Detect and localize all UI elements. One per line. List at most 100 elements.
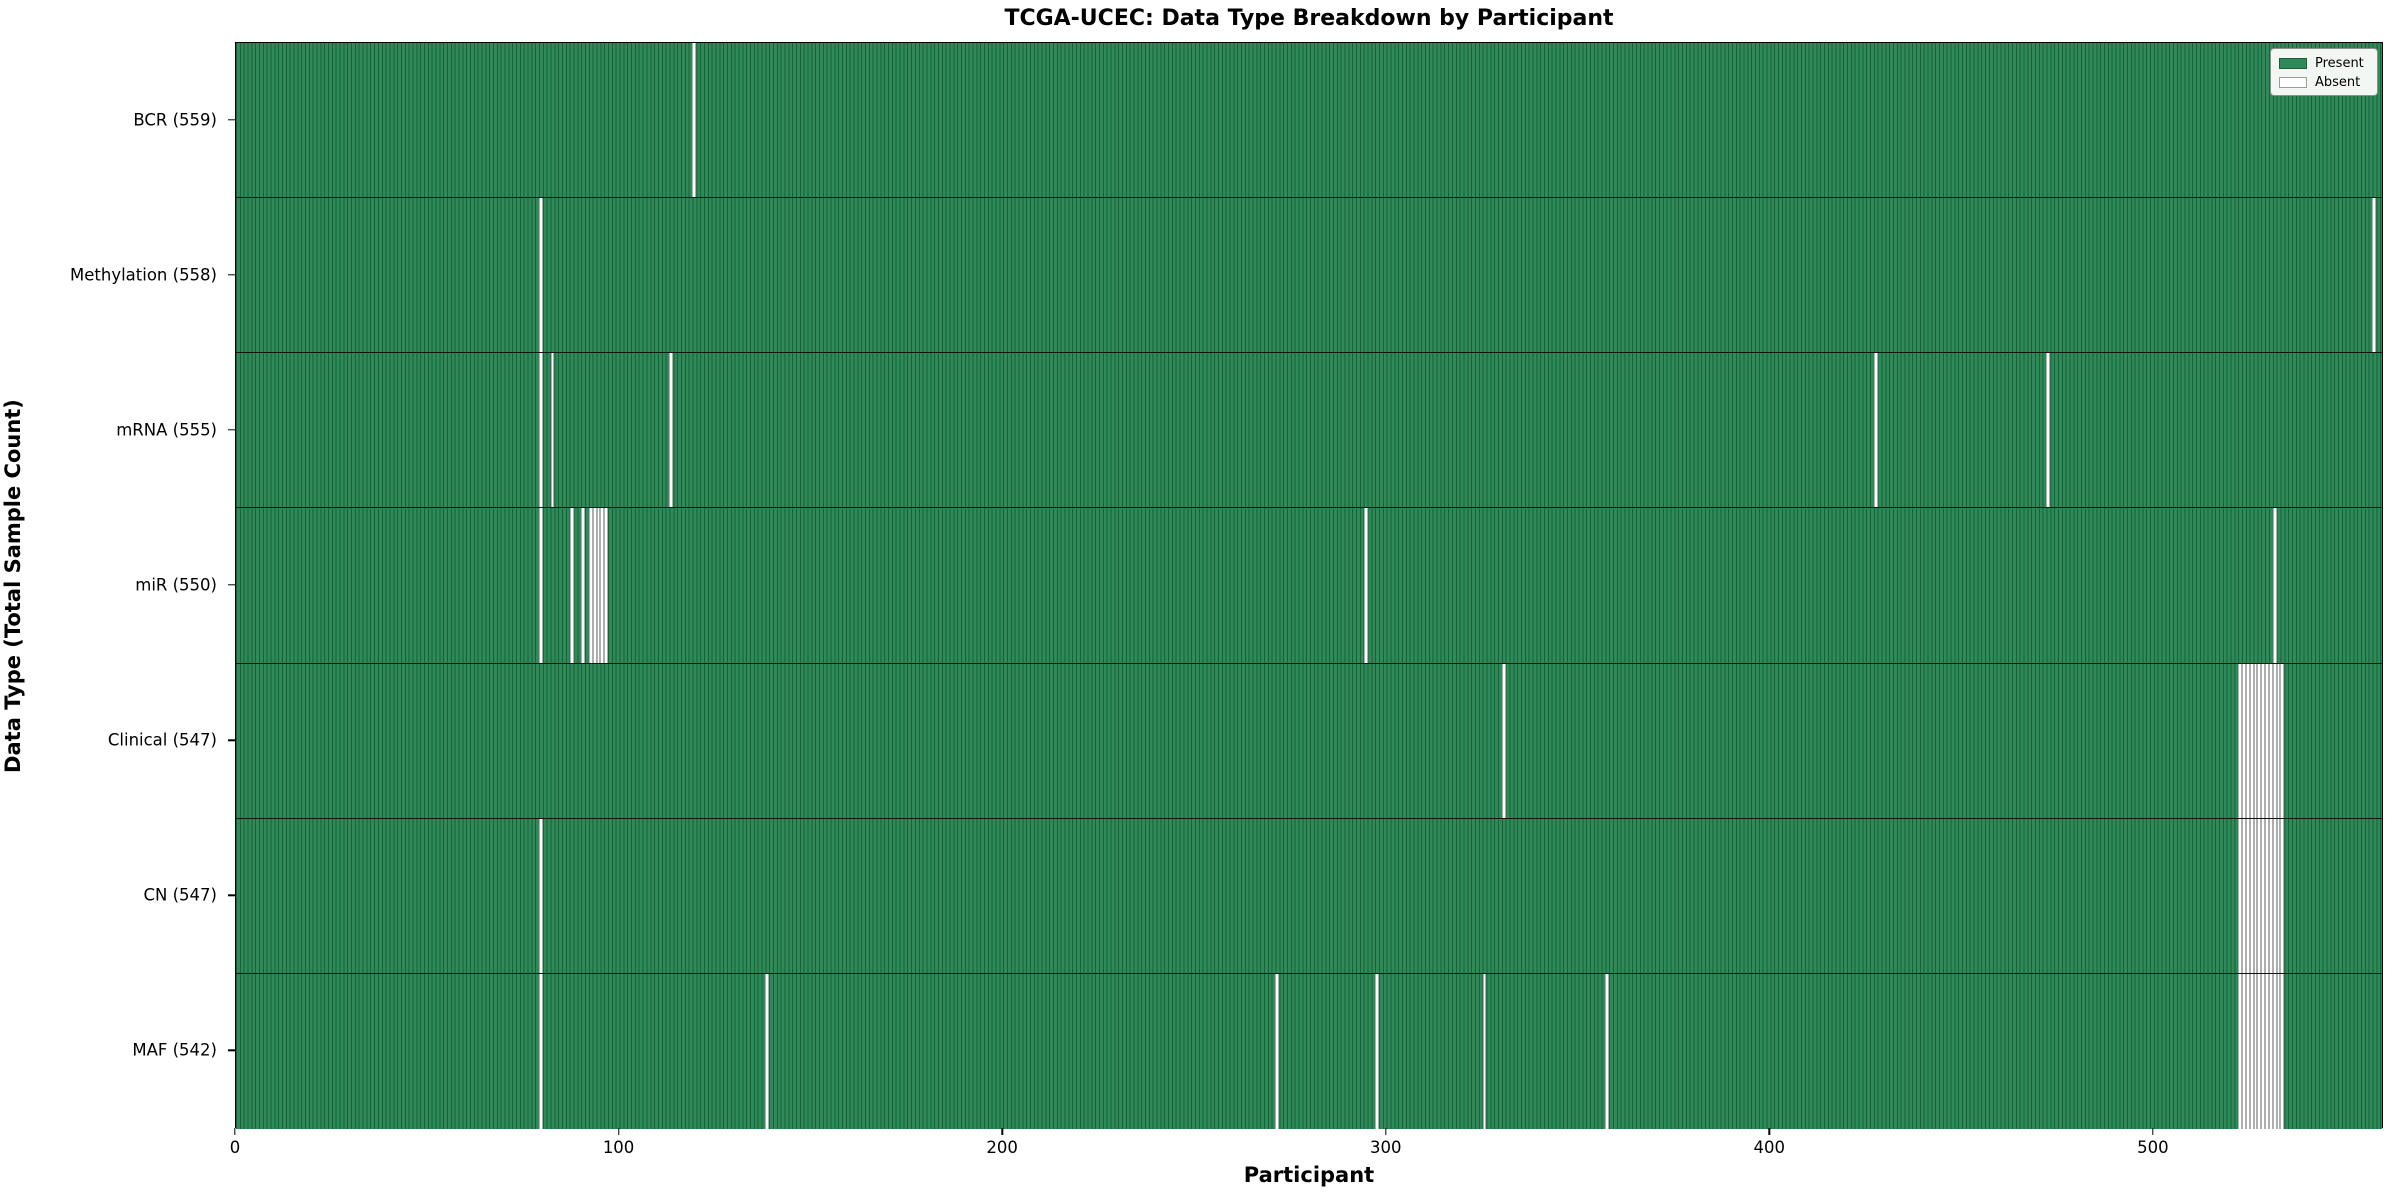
- x-tick-mark: [1001, 1128, 1003, 1135]
- absent-cell: [2280, 973, 2285, 1129]
- y-tick-label-bcr: BCR (559): [133, 110, 217, 130]
- absent-cell: [1605, 973, 1610, 1129]
- absent-cell: [2272, 973, 2277, 1129]
- absent-cell: [1501, 663, 1506, 818]
- absent-cell: [2245, 973, 2250, 1129]
- absent-cell: [1275, 973, 1280, 1129]
- absent-cell: [581, 508, 586, 663]
- absent-cell: [669, 353, 674, 508]
- absent-cell: [2272, 818, 2277, 973]
- absent-cell: [2261, 663, 2266, 818]
- absent-cell: [2253, 818, 2258, 973]
- absent-cell: [2253, 663, 2258, 818]
- x-tick-label-200: 200: [986, 1138, 1018, 1157]
- absent-cell: [2280, 663, 2285, 818]
- absent-cell: [1375, 973, 1380, 1129]
- absent-cell: [2046, 353, 2051, 508]
- absent-cell: [2238, 818, 2243, 973]
- x-tick-label-0: 0: [229, 1138, 241, 1157]
- absent-cell: [2249, 818, 2254, 973]
- legend-absent-label: Absent: [2315, 75, 2361, 90]
- absent-cell: [539, 818, 543, 973]
- y-tick-label-maf: MAF (542): [132, 1040, 217, 1060]
- absent-cell: [1873, 353, 1878, 508]
- chart-title: TCGA-UCEC: Data Type Breakdown by Partic…: [1004, 6, 1614, 31]
- y-tick-mark: [228, 429, 235, 431]
- absent-cell: [2276, 973, 2281, 1129]
- legend: Present Absent: [2270, 48, 2378, 96]
- absent-cell: [596, 508, 601, 663]
- legend-entry-absent: Absent: [2279, 73, 2369, 92]
- absent-cell: [2242, 818, 2246, 973]
- x-tick-label-100: 100: [602, 1138, 635, 1157]
- heatmap-row-clinical: [236, 663, 2382, 819]
- y-tick-mark: [228, 739, 235, 741]
- absent-cell: [550, 353, 555, 508]
- heatmap-row-cn: [236, 818, 2382, 974]
- absent-cell: [2238, 663, 2243, 818]
- absent-cell: [2272, 663, 2277, 818]
- absent-cell: [2276, 663, 2281, 818]
- absent-cell: [539, 973, 543, 1129]
- absent-cell: [2372, 198, 2377, 353]
- heatmap-row-mir: [236, 508, 2382, 664]
- x-tick-mark: [2152, 1128, 2154, 1135]
- absent-cell: [2257, 663, 2262, 818]
- y-tick-label-mir: miR (550): [135, 575, 217, 595]
- absent-cell: [2265, 973, 2269, 1129]
- x-tick-label-300: 300: [1369, 1138, 1402, 1157]
- absent-cell: [600, 508, 605, 663]
- legend-present-label: Present: [2315, 56, 2364, 71]
- absent-cell: [2249, 973, 2254, 1129]
- x-tick-label-500: 500: [2137, 1138, 2169, 1157]
- y-tick-label-methylation: Methylation (558): [70, 265, 217, 285]
- absent-cell: [2257, 973, 2262, 1129]
- absent-cell: [1482, 973, 1487, 1129]
- x-tick-label-400: 400: [1753, 1138, 1786, 1157]
- absent-cell: [2238, 973, 2243, 1129]
- absent-cell: [2268, 973, 2273, 1129]
- plot-area: [235, 42, 2383, 1129]
- y-tick-mark: [228, 1049, 235, 1052]
- absent-cell: [2253, 973, 2258, 1129]
- absent-cell: [592, 508, 597, 663]
- absent-cell: [2261, 818, 2266, 973]
- absent-cell: [2272, 508, 2277, 663]
- y-axis-label: Data Type (Total Sample Count): [1, 399, 25, 773]
- x-tick-mark: [234, 1128, 236, 1135]
- x-tick-mark: [617, 1128, 620, 1135]
- present-swatch-icon: [2279, 58, 2307, 69]
- absent-cell: [2242, 663, 2246, 818]
- absent-cell: [2245, 818, 2250, 973]
- absent-cell: [2276, 818, 2281, 973]
- x-tick-mark: [1385, 1128, 1387, 1135]
- absent-cell: [2249, 663, 2254, 818]
- heatmap-row-mrna: [236, 353, 2382, 509]
- absent-cell: [539, 198, 543, 353]
- y-tick-label-clinical: Clinical (547): [107, 730, 217, 750]
- absent-cell: [2268, 818, 2273, 973]
- absent-cell: [765, 973, 770, 1129]
- heatmap-row-bcr: [236, 43, 2382, 199]
- absent-cell: [588, 508, 593, 663]
- absent-cell: [2265, 663, 2269, 818]
- y-tick-label-mrna: mRNA (555): [116, 420, 217, 440]
- legend-entry-present: Present: [2279, 54, 2369, 73]
- y-tick-label-cn: CN (547): [143, 885, 217, 905]
- x-tick-mark: [1768, 1128, 1770, 1135]
- y-tick-mark: [228, 274, 235, 276]
- absent-cell: [2245, 663, 2250, 818]
- y-tick-mark: [228, 118, 235, 121]
- y-tick-mark: [228, 894, 235, 896]
- absent-cell: [2265, 818, 2269, 973]
- absent-cell: [569, 508, 574, 663]
- absent-cell: [539, 353, 543, 508]
- absent-cell: [692, 43, 697, 198]
- absent-cell: [539, 508, 543, 663]
- heatmap-row-maf: [236, 973, 2382, 1129]
- absent-cell: [604, 508, 609, 663]
- absent-cell: [2261, 973, 2266, 1129]
- absent-cell: [2280, 818, 2285, 973]
- y-tick-mark: [228, 584, 235, 586]
